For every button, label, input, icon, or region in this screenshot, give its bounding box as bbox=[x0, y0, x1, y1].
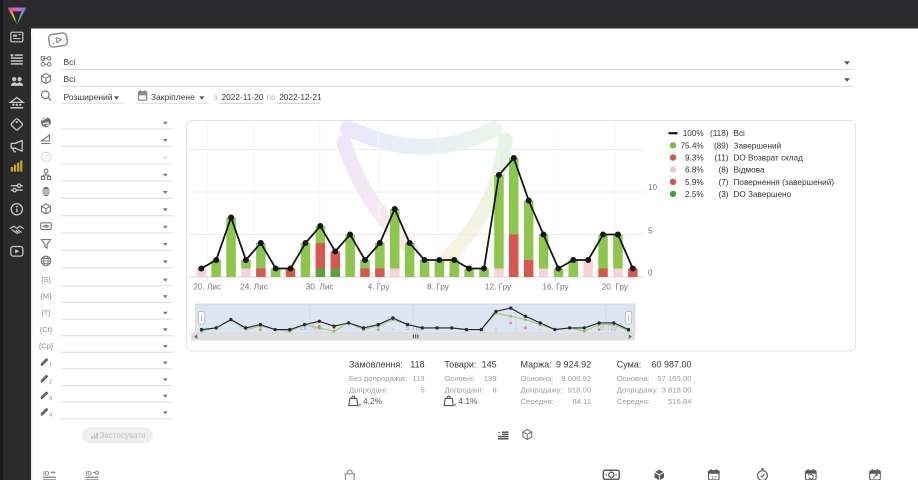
svg-text:Сума:: Сума: bbox=[617, 360, 642, 370]
svg-text:9.3%: 9.3% bbox=[685, 154, 704, 163]
svg-text:9 006.92: 9 006.92 bbox=[561, 374, 591, 383]
svg-text:6: 6 bbox=[492, 385, 496, 394]
svg-text:Повернення (завершений): Повернення (завершений) bbox=[734, 178, 835, 187]
svg-text:16. Гру: 16. Гру bbox=[542, 282, 569, 291]
svg-text:9 924.92: 9 924.92 bbox=[556, 360, 591, 370]
svg-text:Замовлення:: Замовлення: bbox=[349, 360, 403, 370]
svg-text:8. Гру: 8. Гру bbox=[427, 282, 450, 291]
svg-text:0: 0 bbox=[648, 268, 653, 277]
svg-text:Розширений: Розширений bbox=[64, 92, 113, 102]
svg-text:17: 17 bbox=[711, 475, 717, 480]
svg-text:x: x bbox=[454, 402, 457, 408]
svg-text:4.1%: 4.1% bbox=[458, 396, 478, 406]
svg-text:{T}: {T} bbox=[41, 308, 51, 317]
svg-text:100%: 100% bbox=[683, 129, 704, 138]
svg-text:1: 1 bbox=[49, 363, 52, 369]
svg-text:x: x bbox=[358, 402, 361, 408]
svg-text:Допродані:: Допродані: bbox=[444, 385, 483, 394]
svg-text:Допродажу:: Допродажу: bbox=[521, 385, 563, 394]
svg-text:4: 4 bbox=[49, 413, 53, 419]
svg-text:(11): (11) bbox=[715, 154, 729, 163]
svg-text:Застосувати: Застосувати bbox=[100, 431, 146, 440]
svg-text:4.2%: 4.2% bbox=[363, 396, 383, 406]
svg-text:DO Возврат склад: DO Возврат склад bbox=[734, 154, 804, 163]
svg-text:(8): (8) bbox=[718, 166, 728, 175]
svg-text:Всі: Всі bbox=[734, 129, 746, 138]
svg-text:Завершений: Завершений bbox=[734, 141, 782, 150]
svg-text:Середня:: Середня: bbox=[617, 397, 650, 406]
svg-text:28. Лис: 28. Лис bbox=[300, 325, 323, 332]
svg-text:(118): (118) bbox=[710, 129, 729, 138]
svg-text:20. Лис: 20. Лис bbox=[193, 282, 221, 291]
svg-text:(3): (3) bbox=[718, 190, 728, 199]
svg-text:?: ? bbox=[44, 155, 48, 162]
svg-text:Маржа:: Маржа: bbox=[521, 360, 552, 370]
svg-text:2022-12-21: 2022-12-21 bbox=[279, 92, 322, 102]
svg-text:ID: ID bbox=[43, 471, 50, 478]
svg-text:DO Завершено: DO Завершено bbox=[734, 190, 792, 199]
svg-text:30. Лис: 30. Лис bbox=[306, 282, 334, 291]
svg-text:145: 145 bbox=[482, 360, 497, 370]
svg-text:10: 10 bbox=[648, 183, 658, 192]
svg-text:12. Гру: 12. Гру bbox=[485, 282, 512, 291]
svg-text:{Cp}: {Cp} bbox=[39, 342, 54, 351]
svg-text:5. Гру: 5. Гру bbox=[405, 325, 423, 332]
svg-text:5: 5 bbox=[420, 385, 424, 394]
svg-text:Товари:: Товари: bbox=[444, 360, 476, 370]
svg-text:Середня:: Середня: bbox=[521, 397, 554, 406]
svg-text:Закріплене: Закріплене bbox=[151, 92, 195, 102]
svg-text:Без допродажів:: Без допродажів: bbox=[349, 374, 407, 383]
svg-text:(7): (7) bbox=[718, 178, 728, 187]
svg-text:113: 113 bbox=[412, 374, 424, 383]
svg-text:3 818.00: 3 818.00 bbox=[662, 385, 692, 394]
svg-text:2022-11-20: 2022-11-20 bbox=[222, 92, 264, 102]
svg-text:84.11: 84.11 bbox=[572, 397, 591, 406]
svg-text:4. Гру: 4. Гру bbox=[368, 282, 391, 291]
svg-text:Основна:: Основна: bbox=[521, 374, 554, 383]
svg-text:по: по bbox=[267, 93, 276, 102]
svg-text:75.4%: 75.4% bbox=[680, 141, 703, 150]
svg-text:ID: ID bbox=[85, 471, 92, 478]
svg-text:57 169.00: 57 169.00 bbox=[657, 374, 691, 383]
svg-text:139: 139 bbox=[484, 374, 497, 383]
svg-text:918.00: 918.00 bbox=[568, 385, 592, 394]
svg-text:Відмова: Відмова bbox=[734, 166, 765, 175]
svg-text:Допродані:: Допродані: bbox=[349, 385, 388, 394]
svg-text:{S}: {S} bbox=[41, 275, 52, 284]
svg-text:Допродажу:: Допродажу: bbox=[617, 385, 659, 394]
svg-text:{Ct}: {Ct} bbox=[40, 325, 53, 334]
svg-text:5: 5 bbox=[648, 227, 653, 236]
svg-text:60 987.00: 60 987.00 bbox=[651, 360, 691, 370]
svg-text:Основна:: Основна: bbox=[617, 374, 650, 383]
svg-text:Всі: Всі bbox=[64, 57, 76, 67]
svg-text:з: з bbox=[214, 93, 218, 102]
svg-text:2.5%: 2.5% bbox=[685, 190, 704, 199]
svg-text:24. Лис: 24. Лис bbox=[240, 282, 268, 291]
svg-text:(89): (89) bbox=[714, 141, 729, 150]
svg-text:2: 2 bbox=[49, 379, 52, 385]
svg-text:6.8%: 6.8% bbox=[685, 166, 704, 175]
svg-text:Основні:: Основні: bbox=[444, 374, 475, 383]
svg-text:{M}: {M} bbox=[40, 292, 52, 301]
svg-text:3: 3 bbox=[49, 396, 52, 402]
svg-text:516.84: 516.84 bbox=[668, 397, 692, 406]
svg-text:19. Гру: 19. Гру bbox=[597, 325, 619, 332]
svg-text:118: 118 bbox=[410, 360, 424, 370]
svg-text:Всі: Всі bbox=[64, 74, 76, 84]
svg-text:5.9%: 5.9% bbox=[685, 178, 704, 187]
svg-text:20. Гру: 20. Гру bbox=[602, 282, 629, 291]
